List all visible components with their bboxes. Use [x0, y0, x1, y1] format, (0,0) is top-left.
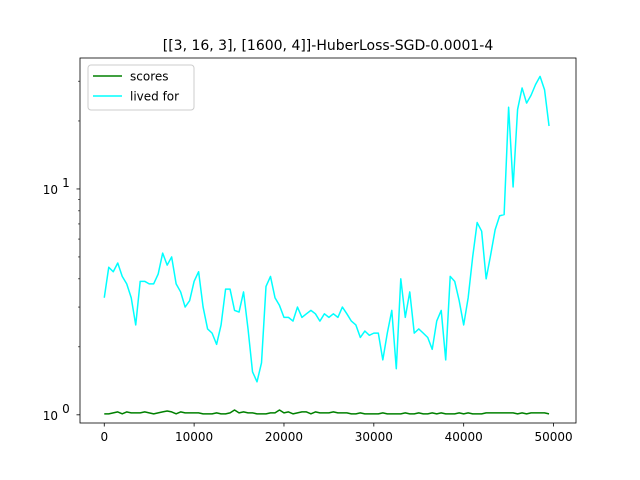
x-tick-label: 30000 [355, 430, 393, 444]
x-tick-label: 40000 [445, 430, 483, 444]
x-tick-label: 0 [100, 430, 108, 444]
series-line-lived-for [103, 75, 550, 383]
x-tick-label: 10000 [175, 430, 213, 444]
y-tick-label: 10 [43, 183, 58, 197]
x-tick-label: 20000 [265, 430, 303, 444]
series-line-scores [104, 409, 550, 415]
plot-frame [79, 57, 577, 424]
legend: scores lived for [87, 64, 195, 111]
plot-lines [103, 75, 550, 415]
axes: 0 10000 20000 30000 40000 50000 10 0 10 1 [43, 57, 577, 444]
y-tick-label: 10 [43, 409, 58, 423]
legend-label: lived for [130, 90, 179, 104]
y-tick-label-exponent: 0 [62, 402, 70, 416]
y-tick-label-exponent: 1 [62, 176, 70, 190]
x-tick-label: 50000 [534, 430, 572, 444]
legend-label: scores [130, 70, 169, 84]
chart-title: [[3, 16, 3], [1600, 4]]-HuberLoss-SGD-0.… [163, 38, 494, 54]
